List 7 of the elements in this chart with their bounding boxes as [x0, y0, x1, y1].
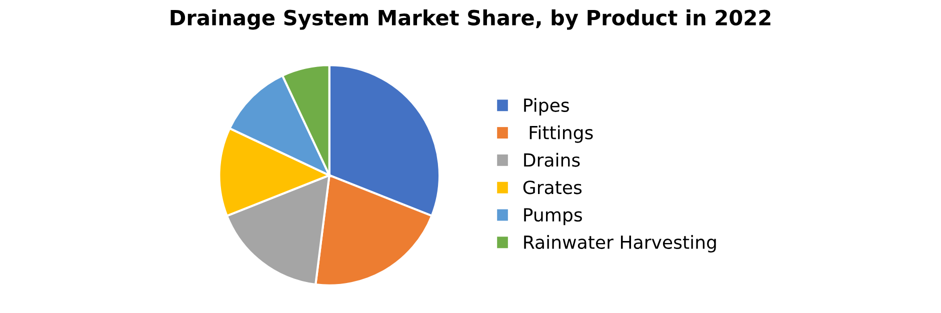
- legend-label: Grates: [523, 180, 582, 194]
- legend-label: Fittings: [530, 125, 593, 143]
- legend-label: Pumps: [524, 208, 582, 226]
- legend-label: Drains: [524, 152, 580, 167]
- chart-title: Drainage System Market Share, by Product in 2022: [170, 9, 770, 30]
- legend-label: Rainwater Harvesting: [524, 235, 716, 253]
- legend-label: Pipes: [524, 98, 569, 116]
